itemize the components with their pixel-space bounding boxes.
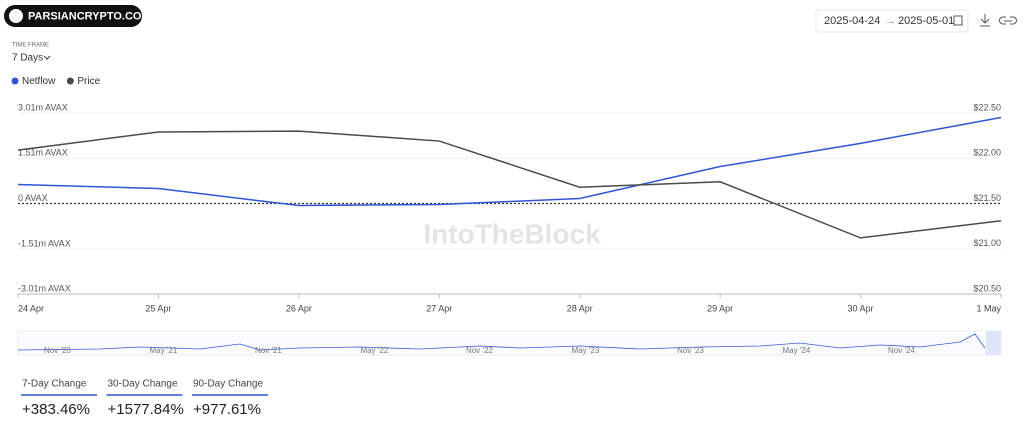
legend-swatch bbox=[66, 77, 74, 85]
y2-tick-label: $21.00 bbox=[973, 238, 1001, 248]
navigator-label: Nov '23 bbox=[677, 346, 704, 355]
watermark: IntoTheBlock bbox=[423, 218, 601, 249]
series-line bbox=[17, 130, 1002, 239]
stat-label: 7-Day Change bbox=[22, 379, 87, 390]
y-tick-label: -3.01m AVAX bbox=[18, 283, 71, 293]
y-tick-label: 0 AVAX bbox=[18, 193, 48, 203]
navigator-label: Nov '22 bbox=[466, 346, 493, 355]
y-tick-label: -1.51m AVAX bbox=[18, 238, 71, 248]
navigator-label: May '21 bbox=[150, 346, 178, 355]
x-tick-label: 30 Apr bbox=[848, 303, 874, 313]
date-end: 2025-05-01 bbox=[898, 15, 954, 27]
link-icon[interactable] bbox=[999, 16, 1017, 25]
navigator-line bbox=[17, 333, 986, 351]
x-tick-label: 24 Apr bbox=[18, 303, 44, 313]
date-start: 2025-04-24 bbox=[824, 15, 880, 27]
navigator-label: Nov '20 bbox=[44, 346, 71, 355]
y2-tick-label: $22.00 bbox=[973, 148, 1001, 158]
time-frame-label: TIME FRAME bbox=[12, 43, 49, 49]
navigator-label: Nov '24 bbox=[888, 346, 915, 355]
y-tick-label: 1.51m AVAX bbox=[18, 147, 68, 157]
series-line bbox=[17, 116, 1002, 207]
x-tick-label: 26 Apr bbox=[286, 303, 312, 313]
calendar-icon[interactable] bbox=[953, 15, 963, 26]
navigator-selection[interactable] bbox=[986, 331, 1001, 355]
logo-icon bbox=[9, 9, 23, 23]
y2-tick-label: $21.50 bbox=[973, 193, 1001, 203]
date-range[interactable] bbox=[815, 9, 969, 33]
legend-label[interactable]: Netflow bbox=[22, 76, 56, 87]
x-tick-label: 27 Apr bbox=[426, 303, 452, 313]
stat-value: +383.46% bbox=[22, 401, 90, 418]
date-separator: → bbox=[885, 15, 896, 27]
legend-swatch bbox=[11, 77, 19, 85]
navigator-label: May '24 bbox=[783, 346, 811, 355]
x-tick-label: 28 Apr bbox=[567, 303, 593, 313]
time-frame[interactable]: 7 Days bbox=[12, 53, 43, 64]
stat-label: 90-Day Change bbox=[193, 379, 263, 390]
y2-tick-label: $22.50 bbox=[973, 102, 1001, 112]
dropdown-arrow bbox=[43, 55, 51, 60]
logo-badge bbox=[4, 5, 142, 27]
x-tick-label: 1 May bbox=[976, 303, 1001, 313]
legend-label[interactable]: Price bbox=[77, 76, 100, 87]
navigator-label: May '23 bbox=[572, 346, 600, 355]
navigator-label: Nov '21 bbox=[255, 346, 282, 355]
y2-tick-label: $20.50 bbox=[973, 283, 1001, 293]
x-tick-label: 29 Apr bbox=[707, 303, 733, 313]
y-tick-label: 3.01m AVAX bbox=[18, 102, 68, 112]
stat-label: 30-Day Change bbox=[108, 379, 178, 390]
stat-value: +1577.84% bbox=[108, 401, 184, 418]
stat-value: +977.61% bbox=[193, 401, 261, 418]
logo-text: PARSIANCRYPTO.COM bbox=[28, 10, 151, 22]
x-tick-label: 25 Apr bbox=[145, 303, 171, 313]
download-icon[interactable] bbox=[980, 14, 990, 27]
navigator-label: May '22 bbox=[361, 346, 389, 355]
